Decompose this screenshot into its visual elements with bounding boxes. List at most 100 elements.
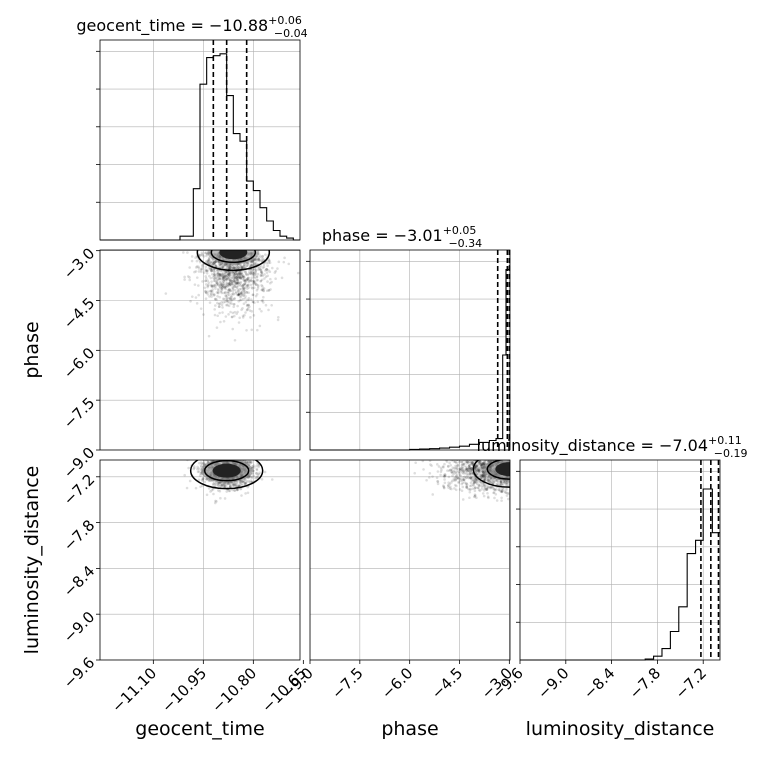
title-label: luminosity_distance = −7.04 — [477, 436, 708, 456]
scatter-point — [240, 273, 244, 276]
scatter-point — [268, 281, 272, 285]
scatter-point — [227, 282, 230, 286]
scatter-point — [231, 289, 235, 293]
scatter-point — [197, 456, 200, 459]
title-plus: +0.11 — [708, 434, 742, 447]
scatter-point — [474, 465, 478, 469]
scatter-point — [255, 258, 258, 261]
scatter-point — [205, 271, 209, 275]
scatter-grid — [310, 460, 510, 660]
scatter-point — [470, 469, 473, 473]
scatter-point — [223, 286, 227, 290]
scatter-point — [261, 255, 265, 258]
scatter-grid — [100, 460, 300, 660]
scatter-point — [213, 269, 216, 273]
scatter-point — [246, 261, 250, 265]
scatter-point — [507, 457, 510, 460]
scatter-point — [506, 456, 509, 459]
scatter-point — [483, 461, 487, 464]
scatter-point — [233, 281, 237, 284]
scatter-point — [462, 478, 466, 481]
scatter-point — [226, 453, 229, 456]
scatter-point — [245, 290, 249, 294]
scatter-point — [221, 452, 224, 455]
scatter-point — [479, 481, 483, 485]
scatter-point — [218, 265, 221, 269]
scatter-point — [479, 468, 482, 471]
scatter-point — [504, 481, 508, 485]
scatter-point — [225, 277, 228, 281]
scatter-point — [210, 285, 214, 288]
panel-title-luminosity_distance: luminosity_distance = −7.04+0.11 −0.19 — [477, 434, 748, 460]
scatter-point — [507, 456, 510, 459]
scatter-point — [501, 487, 504, 490]
scatter-point — [506, 457, 509, 460]
contour-inner — [486, 460, 510, 480]
scatter-point — [224, 270, 228, 274]
scatter-point — [224, 455, 227, 458]
scatter-point — [228, 485, 232, 488]
scatter-point — [506, 456, 509, 459]
scatter-point — [484, 487, 488, 491]
scatter-point — [463, 469, 467, 472]
scatter-point — [454, 460, 457, 464]
scatter-point — [212, 277, 216, 281]
scatter-point — [235, 278, 239, 281]
scatter-point — [197, 478, 201, 482]
scatter-point — [460, 489, 464, 493]
scatter-point — [465, 456, 468, 459]
scatter-point — [241, 277, 244, 280]
scatter-point — [216, 291, 220, 295]
scatter-point — [237, 456, 240, 459]
hist-frame-geocent_time — [99, 39, 301, 241]
scatter-point — [247, 278, 250, 282]
scatter-point — [440, 468, 443, 472]
scatter-point — [475, 464, 479, 468]
scatter-point — [469, 462, 473, 465]
scatter-point — [267, 259, 271, 263]
scatter-point — [258, 324, 262, 328]
scatter-point — [233, 285, 236, 288]
scatter-point — [229, 279, 232, 282]
scatter-point — [465, 484, 468, 488]
scatter-point — [501, 488, 505, 491]
scatter-point — [197, 451, 200, 454]
scatter-point — [206, 293, 210, 296]
scatter-point — [242, 283, 245, 286]
scatter-point — [228, 288, 231, 292]
scatter-point — [476, 486, 480, 490]
scatter-point — [263, 470, 267, 474]
scatter-point — [209, 276, 213, 280]
scatter-point — [265, 268, 268, 271]
scatter-point — [241, 266, 245, 270]
scatter-point — [222, 285, 226, 289]
scatter-point — [475, 478, 479, 482]
scatter-point — [244, 492, 247, 495]
scatter-point — [236, 310, 239, 314]
scatter-point — [475, 470, 479, 474]
scatter-point — [199, 461, 203, 464]
scatter-point — [211, 276, 215, 279]
scatter-point — [502, 456, 505, 459]
scatter-point — [495, 499, 499, 502]
scatter-point — [483, 476, 486, 479]
scatter-point — [500, 490, 503, 494]
scatter-point — [442, 465, 445, 469]
scatter-point — [226, 288, 230, 292]
scatter-point — [259, 274, 263, 277]
scatter-point — [206, 290, 210, 293]
scatter-point — [197, 470, 201, 473]
scatter-point — [242, 278, 246, 282]
scatter-point — [246, 283, 250, 287]
scatter-point — [472, 479, 476, 482]
scatter-point — [204, 251, 207, 255]
scatter-point — [466, 470, 469, 473]
scatter-point — [234, 267, 237, 270]
scatter-point — [202, 457, 205, 460]
scatter-point — [229, 281, 232, 284]
scatter-point — [232, 279, 236, 283]
scatter-point — [238, 316, 241, 320]
scatter-point — [260, 257, 264, 260]
scatter-point — [439, 450, 442, 453]
scatter-point — [215, 298, 218, 301]
